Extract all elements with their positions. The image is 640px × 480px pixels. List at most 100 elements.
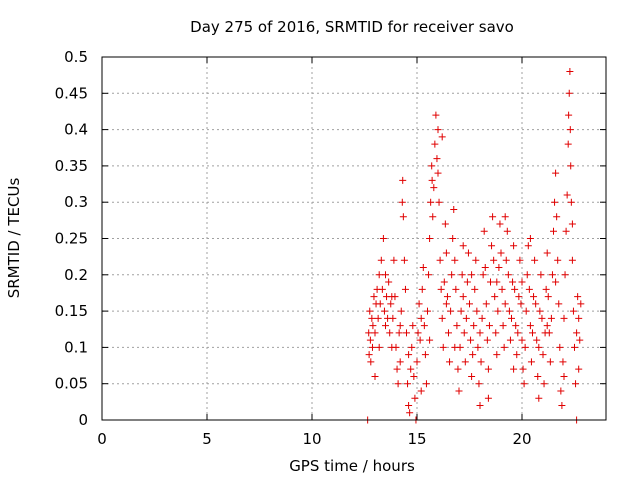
data-point [548, 271, 556, 279]
data-point [573, 329, 581, 337]
data-point [510, 365, 518, 373]
data-point [418, 285, 426, 293]
data-point [366, 307, 374, 315]
plot-frame [101, 56, 607, 421]
data-point [477, 358, 485, 366]
data-point [385, 278, 393, 286]
data-point [534, 372, 542, 380]
data-point [417, 314, 425, 322]
data-point [478, 314, 486, 322]
data-point [371, 329, 379, 337]
data-point [431, 140, 439, 148]
x-tick-label: 20 [512, 430, 531, 448]
data-point [414, 329, 422, 337]
data-point [411, 394, 419, 402]
y-tick-label: 0.25 [55, 230, 88, 248]
data-point [399, 176, 407, 184]
data-point [468, 271, 476, 279]
data-point [425, 271, 433, 279]
data-point [557, 387, 565, 395]
data-point [452, 285, 460, 293]
data-point [445, 329, 452, 337]
data-point [406, 409, 414, 417]
data-point [410, 372, 418, 380]
data-point [520, 380, 528, 388]
data-point [471, 285, 479, 293]
data-point [448, 271, 456, 279]
data-point [401, 285, 409, 293]
data-point [458, 271, 466, 279]
data-point [480, 227, 488, 235]
data-point [484, 394, 492, 402]
data-point [482, 300, 490, 308]
data-point [524, 242, 532, 250]
data-point [510, 242, 518, 250]
data-point [396, 358, 404, 366]
data-point [535, 394, 543, 402]
data-point [394, 380, 402, 388]
data-point [371, 372, 379, 380]
data-point [532, 300, 540, 308]
data-point [476, 401, 484, 409]
y-tick-label: 0.4 [64, 121, 88, 139]
data-point [468, 372, 476, 380]
data-point [515, 293, 523, 301]
y-tick-label: 0.2 [64, 266, 88, 284]
data-point [397, 307, 405, 315]
data-point [552, 169, 560, 177]
data-point [393, 365, 401, 373]
data-point [543, 249, 551, 257]
data-point [439, 343, 447, 351]
data-point [459, 242, 467, 250]
data-point [387, 300, 395, 308]
data-point [434, 169, 442, 177]
data-point [454, 365, 462, 373]
data-point [576, 336, 584, 344]
data-point [464, 249, 472, 257]
data-point [533, 336, 541, 344]
data-point [388, 293, 396, 301]
data-point [521, 343, 529, 351]
data-point [495, 264, 503, 272]
y-axis-label: SRMTID / TECUs [5, 178, 23, 299]
data-point [516, 256, 524, 264]
data-point [442, 249, 450, 257]
data-point [551, 198, 559, 206]
data-point [554, 256, 562, 264]
data-point [369, 322, 377, 330]
data-point [374, 314, 382, 322]
chart-title: Day 275 of 2016, SRMTID for receiver sav… [190, 18, 514, 36]
data-point [491, 293, 499, 301]
data-point [447, 307, 455, 315]
data-point [466, 300, 473, 308]
data-point [565, 111, 573, 119]
data-point [487, 278, 494, 286]
data-point [568, 220, 576, 228]
data-point [512, 322, 520, 330]
data-point [404, 380, 412, 388]
data-point [514, 329, 522, 337]
data-point [504, 271, 512, 279]
data-point [499, 322, 507, 330]
data-point [540, 380, 548, 388]
data-point [440, 278, 448, 286]
data-point [506, 336, 514, 344]
data-point [470, 322, 478, 330]
data-point [376, 300, 384, 308]
data-point [569, 307, 577, 315]
data-point [566, 68, 574, 76]
data-point [403, 329, 410, 337]
data-point [568, 256, 576, 264]
data-point [526, 322, 534, 330]
data-point [459, 293, 467, 301]
data-point [365, 351, 373, 359]
data-point [550, 227, 557, 235]
data-point [419, 264, 427, 272]
data-point [519, 365, 527, 373]
data-point [522, 307, 530, 315]
data-point [375, 343, 383, 351]
y-tick-label: 0.45 [55, 84, 88, 102]
data-point [555, 300, 563, 308]
y-tick-label: 0.05 [55, 375, 88, 393]
